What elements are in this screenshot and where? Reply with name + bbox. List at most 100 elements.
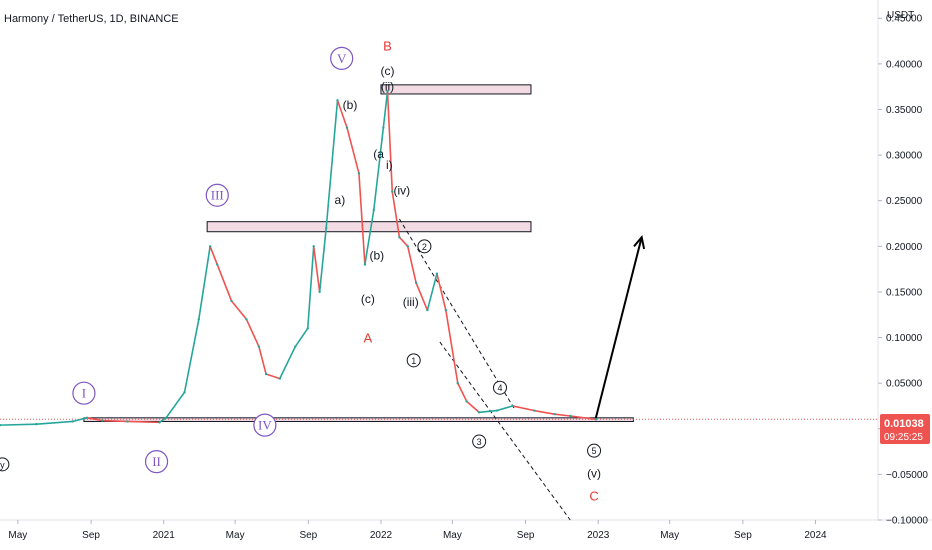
wave-label: (iii) bbox=[403, 295, 419, 309]
price-segment bbox=[312, 246, 321, 293]
price-tag-value: 0.01038 bbox=[884, 418, 924, 430]
price-point bbox=[197, 318, 201, 321]
wave-label: 1 bbox=[411, 356, 416, 366]
price-point bbox=[477, 411, 481, 414]
price-point bbox=[257, 345, 261, 348]
price-segment bbox=[391, 191, 401, 238]
price-point bbox=[465, 400, 468, 403]
price-point bbox=[386, 90, 389, 93]
y-tick-label: 0.25000 bbox=[886, 196, 923, 207]
price-segment bbox=[386, 91, 394, 192]
x-tick-label: 2022 bbox=[370, 530, 393, 541]
price-point bbox=[306, 327, 309, 330]
price-point bbox=[208, 245, 212, 248]
y-tick-label: −0.05000 bbox=[886, 470, 928, 481]
price-point bbox=[164, 416, 168, 420]
price-segment bbox=[165, 391, 186, 419]
wave-label-ring bbox=[144, 450, 169, 474]
price-segment bbox=[36, 420, 73, 426]
price-segment bbox=[183, 319, 200, 393]
arrow-head bbox=[633, 234, 646, 250]
price-axis[interactable]: 0.45000 0.40000 0.35000 0.30000 0.25000 0.200… bbox=[878, 14, 928, 527]
arrow-shaft bbox=[594, 236, 643, 419]
price-segment bbox=[373, 127, 385, 210]
price-segment bbox=[127, 420, 160, 424]
x-tick-label: May bbox=[660, 530, 679, 541]
x-tick-label: Sep bbox=[82, 530, 100, 541]
wave-label: (b) bbox=[343, 98, 358, 112]
price-point bbox=[414, 281, 418, 285]
price-point bbox=[35, 423, 38, 426]
price-point bbox=[456, 381, 459, 385]
price-point bbox=[594, 418, 598, 421]
price-point bbox=[435, 272, 439, 275]
price-point bbox=[0, 423, 2, 427]
price-segment bbox=[86, 417, 103, 422]
wave-label: a) bbox=[335, 193, 346, 207]
wave-label: (iv) bbox=[393, 184, 410, 198]
price-segment bbox=[198, 246, 211, 320]
price-point bbox=[126, 420, 129, 423]
price-segment bbox=[279, 346, 296, 379]
time-axis[interactable]: May Sep 2021 May Sep 2022 May Sep 2023 May Sep 2024 bbox=[8, 520, 827, 541]
price-point bbox=[183, 391, 186, 394]
y-tick-label: 0.15000 bbox=[886, 287, 923, 298]
price-point bbox=[230, 299, 233, 303]
price-point bbox=[264, 372, 268, 376]
y-tick-label: 0.10000 bbox=[886, 333, 923, 344]
wave-label-ring bbox=[330, 46, 354, 70]
wave-label: y bbox=[0, 460, 5, 470]
price-segment bbox=[245, 318, 260, 347]
wave-label-ring bbox=[205, 183, 229, 207]
wave-label: 5 bbox=[592, 446, 597, 456]
channel-line-lower bbox=[439, 341, 571, 521]
wave-label: (ii) bbox=[381, 80, 394, 94]
price-point bbox=[363, 263, 367, 266]
price-point bbox=[158, 421, 161, 424]
price-point bbox=[511, 404, 514, 408]
wave-label: (a bbox=[373, 147, 384, 161]
price-point bbox=[318, 290, 321, 294]
price-point bbox=[372, 208, 376, 212]
price-point bbox=[324, 226, 328, 230]
price-segment bbox=[72, 417, 88, 423]
y-tick-label: 0.35000 bbox=[886, 105, 923, 116]
price-tag-box bbox=[880, 414, 930, 444]
wave-label: 4 bbox=[498, 383, 503, 393]
wave-label-ring bbox=[406, 353, 421, 368]
y-tick-label: 0.05000 bbox=[886, 379, 923, 390]
wave-label: I bbox=[82, 386, 86, 401]
price-segment bbox=[436, 273, 447, 311]
price-point bbox=[426, 308, 429, 312]
level-zone bbox=[380, 84, 532, 95]
price-point bbox=[532, 409, 536, 412]
price-segment bbox=[294, 327, 309, 348]
wave-label: 2 bbox=[422, 242, 427, 252]
price-segment bbox=[406, 246, 417, 283]
price-point bbox=[336, 99, 339, 102]
price-tag-countdown: 09:25:25 bbox=[884, 432, 923, 443]
y-tick-label: 0.20000 bbox=[886, 242, 923, 253]
price-point bbox=[444, 308, 448, 312]
x-tick-label: May bbox=[226, 530, 245, 541]
wave-label: C bbox=[589, 488, 598, 503]
currency-label: USDT bbox=[887, 10, 914, 21]
x-tick-label: May bbox=[8, 530, 27, 541]
price-point bbox=[357, 172, 361, 175]
price-point bbox=[382, 126, 385, 129]
price-point bbox=[495, 409, 499, 412]
wave-label: V bbox=[337, 51, 347, 66]
price-point bbox=[398, 235, 401, 239]
price-segment bbox=[230, 300, 248, 320]
wave-label-ring bbox=[253, 413, 277, 437]
price-segment bbox=[382, 91, 389, 128]
support-resistance-zones bbox=[83, 84, 634, 422]
wave-label: (b) bbox=[369, 248, 384, 262]
price-segment bbox=[159, 417, 167, 424]
level-zone bbox=[206, 221, 532, 233]
price-point bbox=[569, 414, 572, 418]
price-segment bbox=[457, 382, 468, 402]
price-point bbox=[553, 412, 556, 416]
